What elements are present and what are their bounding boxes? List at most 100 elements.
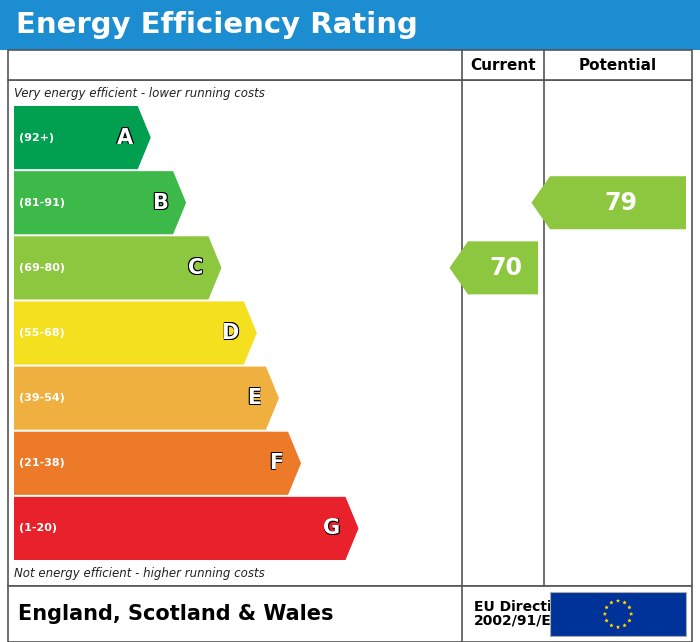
Polygon shape [531,176,686,229]
Text: F: F [270,453,284,473]
Text: C: C [189,258,204,278]
Text: (81-91): (81-91) [19,198,65,208]
Polygon shape [14,302,257,365]
Polygon shape [14,171,186,234]
Text: B: B [151,192,167,212]
Text: A: A [117,128,133,148]
Text: G: G [323,519,339,539]
Text: B: B [151,193,167,214]
Polygon shape [449,241,538,295]
Text: A: A [116,126,132,147]
Polygon shape [14,236,221,299]
Text: E: E [246,388,260,408]
Text: D: D [223,324,239,344]
Text: C: C [188,257,204,277]
Polygon shape [14,367,279,429]
Text: B: B [153,193,169,213]
Text: D: D [223,322,239,342]
Text: B: B [153,192,169,212]
Polygon shape [609,623,614,627]
Text: E: E [246,388,261,408]
Text: 70: 70 [489,256,522,280]
Polygon shape [14,431,301,495]
Polygon shape [609,600,614,604]
Text: G: G [323,519,339,539]
Text: E: E [246,389,261,409]
Text: C: C [188,257,203,277]
Text: E: E [246,387,260,407]
Text: G: G [323,517,340,537]
Bar [8,80,692,586]
Text: G: G [324,519,342,539]
Text: A: A [118,128,134,148]
Text: D: D [223,323,239,343]
Text: G: G [324,519,342,539]
Text: F: F [269,453,283,473]
Text: D: D [222,323,239,343]
Text: F: F [268,454,282,474]
Polygon shape [604,605,609,609]
Text: D: D [220,323,238,343]
Text: E: E [246,389,260,409]
Polygon shape [603,612,607,616]
Text: G: G [323,517,339,537]
Text: B: B [152,193,168,213]
Text: B: B [152,192,168,212]
Text: B: B [151,193,167,213]
Text: B: B [152,193,168,214]
Text: E: E [248,388,262,408]
Polygon shape [14,106,150,169]
Polygon shape [627,618,631,623]
Text: England, Scotland & Wales: England, Scotland & Wales [18,604,333,624]
Polygon shape [14,497,358,560]
Text: Not energy efficient - higher running costs: Not energy efficient - higher running co… [14,566,265,580]
Bar [0,0,700,50]
Text: Current: Current [470,58,536,73]
Polygon shape [616,598,620,603]
Text: F: F [269,453,283,473]
Text: E: E [248,389,262,409]
Text: 79: 79 [604,191,637,214]
Text: 2002/91/EC: 2002/91/EC [474,614,562,628]
Text: C: C [188,258,203,278]
Text: G: G [323,519,340,539]
Bar [550,592,686,636]
Text: A: A [117,126,133,147]
Text: F: F [268,453,282,473]
Polygon shape [604,618,609,623]
Polygon shape [629,612,634,616]
Text: Potential: Potential [579,58,657,73]
Text: (21-38): (21-38) [19,458,64,468]
Text: F: F [270,453,284,473]
Bar [8,586,692,642]
Text: C: C [189,257,204,277]
Text: (69-80): (69-80) [19,263,65,273]
Text: C: C [188,259,203,279]
Polygon shape [616,625,620,629]
Text: (39-54): (39-54) [19,393,65,403]
Text: G: G [323,519,340,539]
Text: (92+): (92+) [19,132,54,143]
Polygon shape [622,623,626,627]
Text: B: B [153,193,169,214]
Text: E: E [246,387,261,407]
Text: Energy Efficiency Rating: Energy Efficiency Rating [16,11,418,39]
Text: G: G [324,517,342,537]
Text: Very energy efficient - lower running costs: Very energy efficient - lower running co… [14,87,265,101]
Polygon shape [622,600,626,604]
Text: C: C [188,259,204,279]
Text: (1-20): (1-20) [19,523,57,534]
Bar [8,50,692,80]
Text: C: C [188,258,204,278]
Text: A: A [116,128,132,148]
Text: F: F [268,453,282,473]
Polygon shape [627,605,631,609]
Text: C: C [189,259,204,279]
Text: D: D [220,324,238,344]
Text: A: A [118,126,134,147]
Text: F: F [270,454,284,474]
Text: D: D [222,322,239,342]
Text: D: D [222,324,239,344]
Text: F: F [269,454,283,474]
Text: A: A [116,128,132,148]
